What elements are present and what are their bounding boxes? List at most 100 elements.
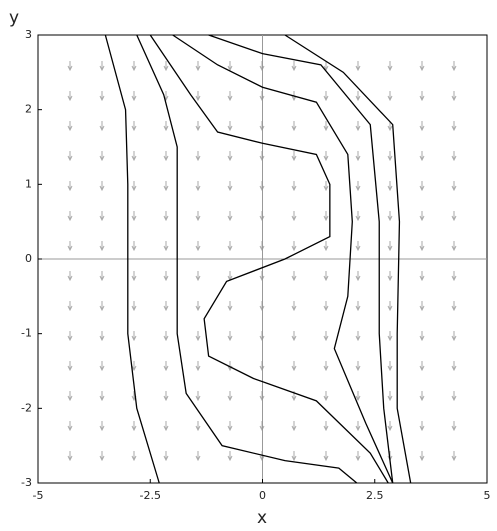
field-arrow-head bbox=[323, 395, 329, 402]
field-arrow-head bbox=[99, 395, 105, 402]
field-arrow-head bbox=[99, 155, 105, 162]
field-arrow-head bbox=[67, 215, 73, 222]
y-tick-label: -2 bbox=[21, 401, 32, 414]
field-arrow-head bbox=[291, 335, 297, 342]
field-arrow-head bbox=[387, 245, 393, 252]
field-arrow-head bbox=[163, 425, 169, 432]
field-arrow-head bbox=[323, 155, 329, 162]
field-arrow-head bbox=[99, 365, 105, 372]
field-arrow-head bbox=[163, 395, 169, 402]
field-arrow-head bbox=[387, 185, 393, 192]
field-arrow-head bbox=[195, 245, 201, 252]
field-arrow-head bbox=[451, 155, 457, 162]
field-arrow-head bbox=[99, 65, 105, 72]
field-arrow-head bbox=[67, 275, 73, 282]
field-arrow-head bbox=[323, 95, 329, 102]
field-arrow-head bbox=[67, 395, 73, 402]
field-arrow-head bbox=[131, 65, 137, 72]
field-arrow-head bbox=[195, 395, 201, 402]
field-arrow-head bbox=[195, 305, 201, 312]
field-arrow-head bbox=[163, 305, 169, 312]
field-arrow-head bbox=[323, 215, 329, 222]
field-arrow-head bbox=[67, 335, 73, 342]
field-arrow-head bbox=[195, 65, 201, 72]
field-arrow-head bbox=[387, 305, 393, 312]
field-arrow-head bbox=[195, 365, 201, 372]
field-arrow-head bbox=[419, 125, 425, 132]
field-arrow-head bbox=[99, 95, 105, 102]
x-tick-label: 5 bbox=[484, 489, 491, 502]
field-arrow-head bbox=[227, 335, 233, 342]
field-arrow-head bbox=[67, 455, 73, 462]
field-arrow-head bbox=[419, 275, 425, 282]
field-arrow-head bbox=[227, 245, 233, 252]
field-arrow-head bbox=[451, 95, 457, 102]
field-arrow-head bbox=[67, 425, 73, 432]
y-tick-label: 1 bbox=[25, 177, 32, 190]
x-tick-label: 2.5 bbox=[366, 489, 384, 502]
field-arrow-head bbox=[355, 425, 361, 432]
streamline bbox=[136, 34, 358, 484]
y-axis-label: y bbox=[9, 8, 19, 28]
field-arrow-head bbox=[291, 65, 297, 72]
field-arrow-head bbox=[419, 365, 425, 372]
field-arrow-head bbox=[323, 455, 329, 462]
field-arrow-head bbox=[291, 455, 297, 462]
field-arrow-head bbox=[227, 455, 233, 462]
field-arrow-head bbox=[163, 365, 169, 372]
field-arrow-head bbox=[67, 95, 73, 102]
field-arrow-head bbox=[67, 245, 73, 252]
field-arrow-head bbox=[291, 185, 297, 192]
field-arrow-head bbox=[67, 65, 73, 72]
field-arrow-head bbox=[451, 65, 457, 72]
field-arrow-head bbox=[451, 305, 457, 312]
field-arrow-head bbox=[131, 155, 137, 162]
field-arrow-head bbox=[387, 335, 393, 342]
field-arrow-head bbox=[323, 365, 329, 372]
field-arrow-head bbox=[355, 95, 361, 102]
field-arrow-head bbox=[291, 125, 297, 132]
field-arrow-head bbox=[419, 425, 425, 432]
field-arrow-head bbox=[163, 125, 169, 132]
field-arrow-head bbox=[227, 125, 233, 132]
field-arrow-head bbox=[419, 155, 425, 162]
field-arrow-head bbox=[99, 125, 105, 132]
field-arrow-head bbox=[419, 185, 425, 192]
field-arrow-head bbox=[451, 185, 457, 192]
field-arrow-head bbox=[451, 125, 457, 132]
field-arrow-head bbox=[195, 215, 201, 222]
field-arrow-head bbox=[163, 335, 169, 342]
field-arrow-head bbox=[355, 245, 361, 252]
y-tick-label: -3 bbox=[21, 476, 32, 489]
field-arrow-head bbox=[387, 155, 393, 162]
field-arrow-head bbox=[163, 455, 169, 462]
field-arrow-head bbox=[355, 155, 361, 162]
field-arrow-head bbox=[291, 305, 297, 312]
field-arrow-head bbox=[163, 185, 169, 192]
field-arrow-head bbox=[227, 425, 233, 432]
field-arrow-head bbox=[355, 125, 361, 132]
field-arrow-head bbox=[419, 455, 425, 462]
x-tick-label: -5 bbox=[33, 489, 44, 502]
field-arrow-head bbox=[131, 95, 137, 102]
field-arrow-head bbox=[451, 455, 457, 462]
field-arrow-head bbox=[419, 245, 425, 252]
field-arrow-head bbox=[451, 245, 457, 252]
field-arrow-head bbox=[323, 185, 329, 192]
field-arrow-head bbox=[195, 335, 201, 342]
field-arrow-head bbox=[387, 215, 393, 222]
field-arrow-head bbox=[131, 275, 137, 282]
field-arrow-head bbox=[387, 65, 393, 72]
field-arrow-head bbox=[99, 455, 105, 462]
field-arrow-head bbox=[291, 95, 297, 102]
field-arrow-head bbox=[99, 335, 105, 342]
field-arrow-head bbox=[195, 125, 201, 132]
field-arrow-head bbox=[387, 95, 393, 102]
field-arrow-head bbox=[163, 155, 169, 162]
field-arrow-head bbox=[227, 395, 233, 402]
field-arrow-head bbox=[227, 65, 233, 72]
field-arrow-head bbox=[419, 215, 425, 222]
field-arrow-head bbox=[291, 155, 297, 162]
field-arrow-head bbox=[419, 335, 425, 342]
